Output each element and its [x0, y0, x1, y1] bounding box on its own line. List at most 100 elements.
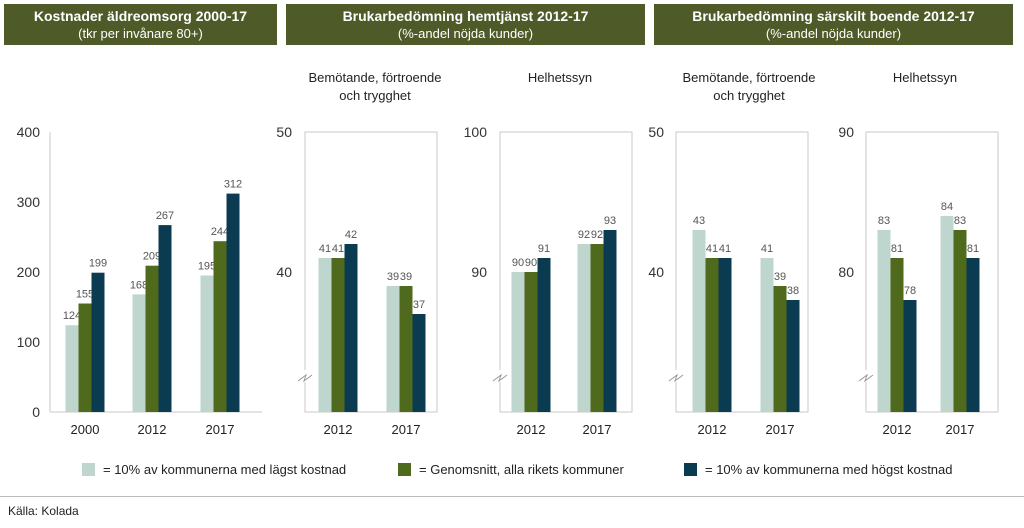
data-label: 84: [941, 201, 953, 213]
x-tick-label: 2012: [517, 422, 546, 437]
legend-label-high: = 10% av kommunerna med högst kostnad: [705, 462, 953, 477]
chart-subtitle: och trygghet: [713, 88, 785, 103]
bar-avg-2017: [213, 241, 227, 412]
header-subtitle: (tkr per invånare 80+): [78, 26, 203, 41]
data-label: 38: [787, 285, 799, 297]
bar-avg-2017: [399, 286, 413, 412]
bar-low-2017: [577, 244, 591, 412]
y-tick-label: 300: [17, 194, 41, 210]
bar-high-2017: [786, 300, 800, 412]
data-label: 91: [538, 243, 550, 255]
x-tick-label: 2012: [138, 422, 167, 437]
x-tick-label: 2017: [583, 422, 612, 437]
x-tick-label: 2017: [766, 422, 795, 437]
data-label: 41: [719, 243, 731, 255]
bar-high-2012: [903, 300, 917, 412]
panel-frame: [675, 131, 809, 413]
bar-high-2012: [718, 258, 732, 412]
source-note: Källa: Kolada: [8, 504, 79, 518]
data-label: 41: [761, 243, 773, 255]
bar-low-2012: [877, 230, 891, 412]
data-label: 124: [63, 310, 81, 322]
header-nursing-home: Brukarbedömning särskilt boende 2012-17 …: [654, 4, 1013, 45]
data-label: 39: [774, 271, 786, 283]
x-tick-label: 2017: [946, 422, 975, 437]
bar-avg-2012: [331, 258, 345, 412]
bar-avg-2017: [590, 244, 604, 412]
legend-item-avg: = Genomsnitt, alla rikets kommuner: [398, 462, 624, 477]
charts-area: 0 100 200 300 400 124 155 199 2000 168 209 267 2012 1…: [17, 70, 999, 437]
data-label: 244: [211, 226, 229, 238]
bar-low-2012: [511, 272, 525, 412]
bar-avg-2000: [78, 303, 92, 412]
header-subtitle: (%-andel nöjda kunder): [397, 26, 534, 41]
bar-high-2012: [158, 225, 172, 412]
data-label: 209: [143, 251, 161, 263]
x-tick-label: 2012: [883, 422, 912, 437]
y-tick-label: 80: [838, 264, 854, 280]
data-label: 41: [706, 243, 718, 255]
legend: = 10% av kommunerna med lägst kostnad = …: [0, 462, 1024, 484]
data-label: 81: [891, 243, 903, 255]
data-label: 199: [89, 258, 107, 270]
bar-high-2012: [537, 258, 551, 412]
bar-low-2012: [318, 258, 332, 412]
y-tick-label: 400: [17, 124, 41, 140]
data-label: 41: [319, 243, 331, 255]
legend-swatch-low: [82, 463, 95, 476]
bar-avg-2012: [705, 258, 719, 412]
header-title: Brukarbedömning hemtjänst 2012-17: [342, 8, 589, 24]
data-label: 90: [525, 257, 537, 269]
bar-high-2017: [603, 230, 617, 412]
data-label: 39: [387, 271, 399, 283]
header-subtitle: (%-andel nöjda kunder): [765, 26, 902, 41]
data-label: 43: [693, 215, 705, 227]
data-label: 78: [904, 285, 916, 297]
header-title: Kostnader äldreomsorg 2000-17: [33, 8, 248, 24]
bar-low-2017: [200, 275, 214, 412]
y-tick-label: 40: [276, 264, 292, 280]
y-tick-label: 100: [464, 124, 488, 140]
legend-label-low: = 10% av kommunerna med lägst kostnad: [103, 462, 347, 477]
bar-high-2000: [91, 272, 105, 412]
bar-avg-2017: [953, 230, 967, 412]
y-tick-label: 100: [17, 334, 41, 350]
data-label: 90: [512, 257, 524, 269]
header-home-care: Brukarbedömning hemtjänst 2012-17 (%-and…: [286, 4, 645, 45]
data-label: 37: [413, 299, 425, 311]
bar-low-2000: [65, 325, 79, 412]
legend-swatch-high: [684, 463, 697, 476]
data-label: 312: [224, 179, 242, 191]
data-label: 42: [345, 229, 357, 241]
chart-subtitle: Helhetssyn: [528, 70, 592, 85]
bar-avg-2012: [524, 272, 538, 412]
x-tick-label: 2017: [206, 422, 235, 437]
bar-low-2017: [386, 286, 400, 412]
data-label: 195: [198, 261, 216, 273]
y-tick-label: 40: [648, 264, 664, 280]
y-tick-label: 0: [32, 404, 40, 420]
chart-subtitle: Bemötande, förtroende: [309, 70, 442, 85]
legend-item-high: = 10% av kommunerna med högst kostnad: [684, 462, 953, 477]
data-label: 92: [578, 229, 590, 241]
axis-break-icon: [858, 373, 874, 383]
x-tick-label: 2017: [392, 422, 421, 437]
bar-low-2012: [692, 230, 706, 412]
chart-subtitle: Bemötande, förtroende: [683, 70, 816, 85]
data-label: 168: [130, 279, 148, 291]
data-label: 155: [76, 289, 94, 301]
legend-item-low: = 10% av kommunerna med lägst kostnad: [82, 462, 346, 477]
x-tick-label: 2012: [698, 422, 727, 437]
bar-low-2017: [760, 258, 774, 412]
bar-high-2012: [344, 244, 358, 412]
data-label: 83: [954, 215, 966, 227]
axis-break-icon: [668, 373, 684, 383]
data-label: 81: [967, 243, 979, 255]
x-tick-label: 2000: [71, 422, 100, 437]
bar-low-2017: [940, 216, 954, 412]
chart-subtitle: och trygghet: [339, 88, 411, 103]
data-label: 92: [591, 229, 603, 241]
y-tick-label: 90: [471, 264, 487, 280]
panel-frame: [865, 131, 999, 413]
legend-swatch-avg: [398, 463, 411, 476]
